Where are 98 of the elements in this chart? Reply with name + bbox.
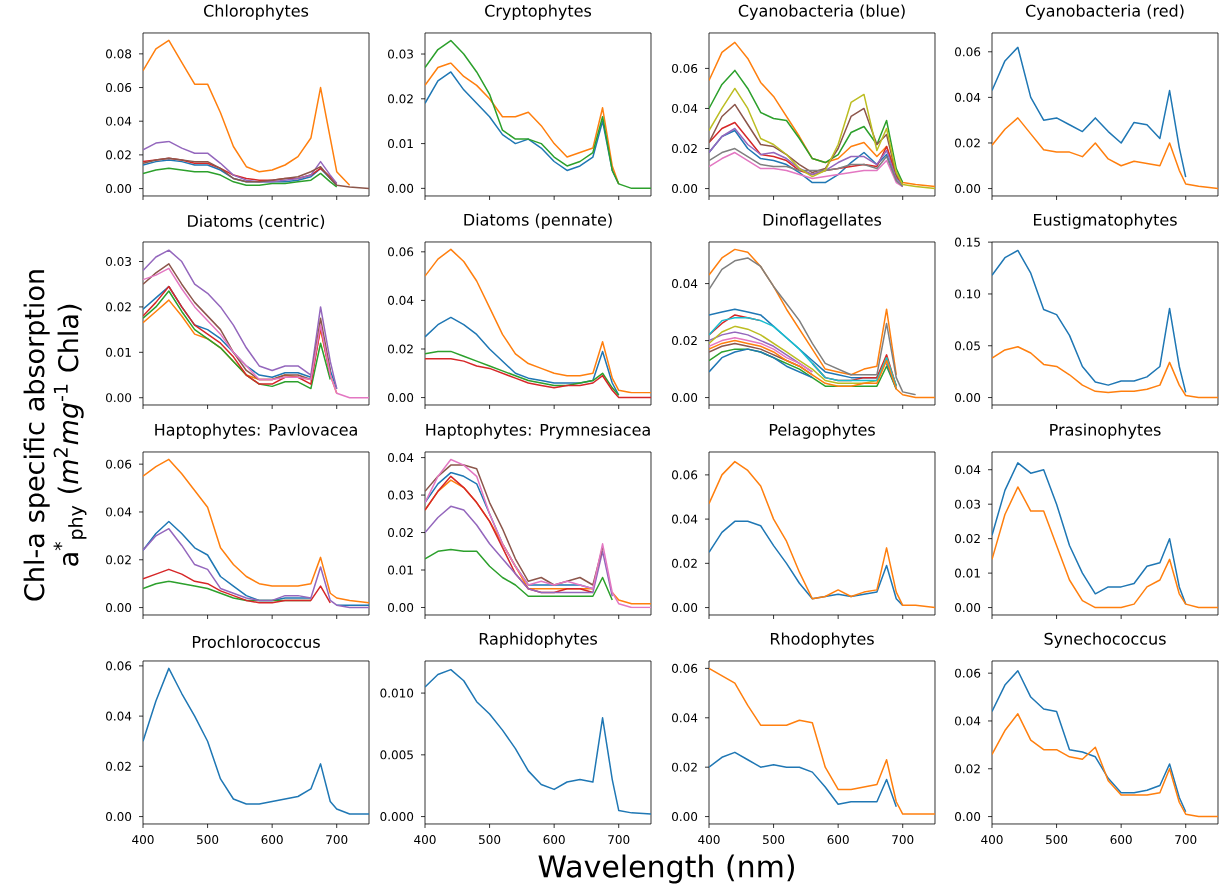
x-tick-label: 500 (1046, 835, 1068, 845)
y-tick-label: 0.04 (955, 465, 981, 475)
y-tick-label: 0.010 (380, 688, 414, 698)
y-tick-label: 0.04 (106, 711, 132, 721)
x-tick-label: 600 (827, 835, 849, 845)
chart-title: Eustigmatophytes (1034, 213, 1177, 229)
y-tick-label: 0.02 (672, 558, 697, 568)
y-tick-label: 0.00 (955, 393, 981, 403)
x-tick-label: 600 (1110, 835, 1132, 845)
y-tick-label: 0.02 (106, 555, 131, 565)
y-tick-label: 0.06 (106, 82, 132, 93)
chart-title: Diatoms (pennate) (464, 213, 612, 229)
y-tick-label: 0.02 (106, 150, 131, 160)
y-tick-label: 0.00 (106, 812, 132, 822)
chart-title: Synechococcus (1044, 632, 1166, 648)
chart-title: Prochlorococcus (192, 635, 320, 648)
y-tick-label: 0.00 (388, 602, 414, 613)
y-tick-label: 0.04 (672, 713, 698, 723)
y-tick-label: 0.00 (955, 603, 981, 613)
y-tick-label: 0.06 (106, 459, 132, 469)
y-tick-label: 0.06 (388, 247, 414, 257)
y-tick-label: 0.06 (106, 661, 132, 671)
y-tick-label: 0.02 (955, 138, 980, 148)
y-tick-label: 0.04 (955, 716, 981, 726)
chart-title: Dinoflagellates (763, 213, 882, 229)
y-tick-label: 0.04 (106, 116, 132, 126)
y-tick-label: 0.05 (955, 341, 980, 351)
y-tick-label: 0.03 (955, 499, 980, 509)
y-tick-label: 0.15 (955, 237, 980, 247)
y-tick-label: 0.03 (106, 256, 131, 267)
y-tick-label: 0.01 (388, 139, 413, 149)
chart-title: Cryptophytes (485, 4, 592, 20)
y-tick-label: 0.02 (388, 94, 413, 104)
chart-title: Cyanobacteria (red) (1025, 4, 1184, 20)
x-tick-label: 600 (543, 835, 565, 845)
chart-title: Chlorophytes (204, 4, 309, 20)
y-tick-label: 0.03 (388, 490, 413, 500)
y-tick-label: 0.10 (955, 289, 981, 299)
y-tick-label: 0.005 (380, 750, 413, 760)
chart-title: Rhodophytes (770, 632, 874, 648)
y-tick-label: 0.02 (106, 761, 131, 771)
y-tick-label: 0.03 (388, 49, 413, 59)
y-tick-label: 0.00 (106, 393, 132, 403)
chart-title: Haptophytes: Pavlovacea (155, 423, 357, 439)
y-tick-label: 0.00 (672, 184, 698, 194)
chart-title: Cyanobacteria (blue) (738, 4, 905, 20)
y-tick-label: 0.02 (672, 336, 697, 346)
x-tick-label: 500 (763, 835, 785, 845)
y-tick-label: 0.04 (388, 295, 414, 305)
y-tick-label: 0.00 (388, 183, 414, 193)
y-tick-label: 0.06 (672, 470, 698, 480)
x-tick-label: 500 (197, 835, 219, 845)
y-tick-label: 0.00 (672, 603, 698, 613)
y-tick-label: 0.02 (388, 344, 413, 354)
y-tick-label: 0.02 (388, 528, 413, 538)
x-tick-label: 700 (1175, 835, 1197, 845)
chart-title: Pelagophytes (769, 423, 875, 439)
x-tick-label: 700 (326, 835, 348, 845)
y-tick-label: 0.00 (672, 812, 698, 822)
y-tick-label: 0.06 (955, 47, 981, 57)
x-tick-label: 400 (698, 835, 720, 845)
y-tick-label: 0.04 (672, 279, 698, 289)
x-axis-title: Wavelength (nm) (538, 854, 794, 884)
chart-title: Raphidophytes (479, 632, 598, 648)
y-tick-label: 0.04 (106, 507, 132, 517)
chart-title: Prasinophytes (1050, 423, 1161, 439)
y-tick-label: 0.00 (388, 393, 414, 403)
y-tick-label: 0.02 (672, 143, 697, 154)
y-tick-label: 0.04 (388, 453, 414, 463)
y-tick-label: 0.00 (106, 184, 132, 194)
y-tick-label: 0.01 (955, 568, 980, 578)
y-tick-label: 0.06 (672, 63, 698, 73)
y-tick-label: 0.02 (106, 302, 131, 312)
y-tick-label: 0.02 (955, 764, 980, 774)
y-tick-label: 0.06 (672, 663, 698, 673)
y-tick-label: 0.02 (955, 534, 980, 544)
y-tick-label: 0.02 (672, 762, 697, 772)
y-tick-label: 0.04 (955, 92, 981, 102)
y-tick-label: 0.00 (955, 184, 981, 194)
y-tick-label: 0.00 (672, 393, 698, 403)
y-tick-label: 0.04 (672, 103, 698, 113)
y-tick-label: 0.01 (106, 347, 131, 357)
y-tick-label: 0.00 (955, 812, 981, 822)
x-tick-label: 400 (414, 835, 436, 845)
y-tick-label: 0.000 (380, 812, 414, 822)
y-tick-label: 0.04 (672, 514, 698, 524)
x-tick-label: 600 (261, 835, 283, 845)
x-tick-label: 500 (479, 835, 501, 845)
y-tick-label: 0.01 (388, 565, 413, 575)
chart-title: Haptophytes: Prymnesiacea (426, 423, 650, 439)
x-tick-label: 400 (132, 835, 154, 845)
x-tick-label: 400 (981, 835, 1003, 845)
y-tick-label: 0.06 (955, 668, 981, 678)
y-tick-label: 0.00 (106, 603, 132, 613)
x-tick-label: 700 (892, 835, 914, 845)
x-tick-label: 700 (608, 835, 630, 845)
y-tick-label: 0.08 (106, 49, 132, 59)
chart-title: Diatoms (centric) (188, 214, 325, 229)
